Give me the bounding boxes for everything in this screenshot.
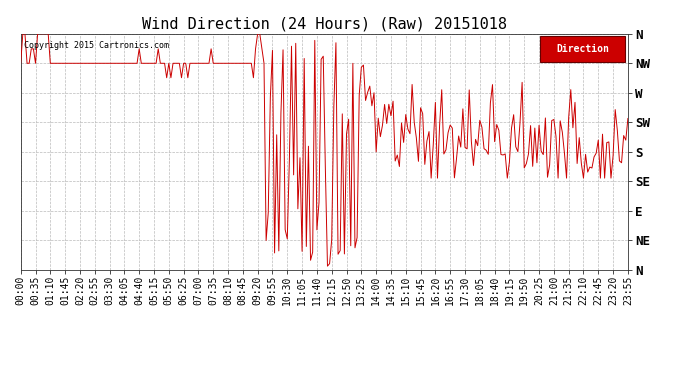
Text: Copyright 2015 Cartronics.com: Copyright 2015 Cartronics.com <box>23 41 169 50</box>
FancyBboxPatch shape <box>540 36 625 62</box>
Title: Wind Direction (24 Hours) (Raw) 20151018: Wind Direction (24 Hours) (Raw) 20151018 <box>142 16 506 31</box>
Text: Direction: Direction <box>556 44 609 54</box>
